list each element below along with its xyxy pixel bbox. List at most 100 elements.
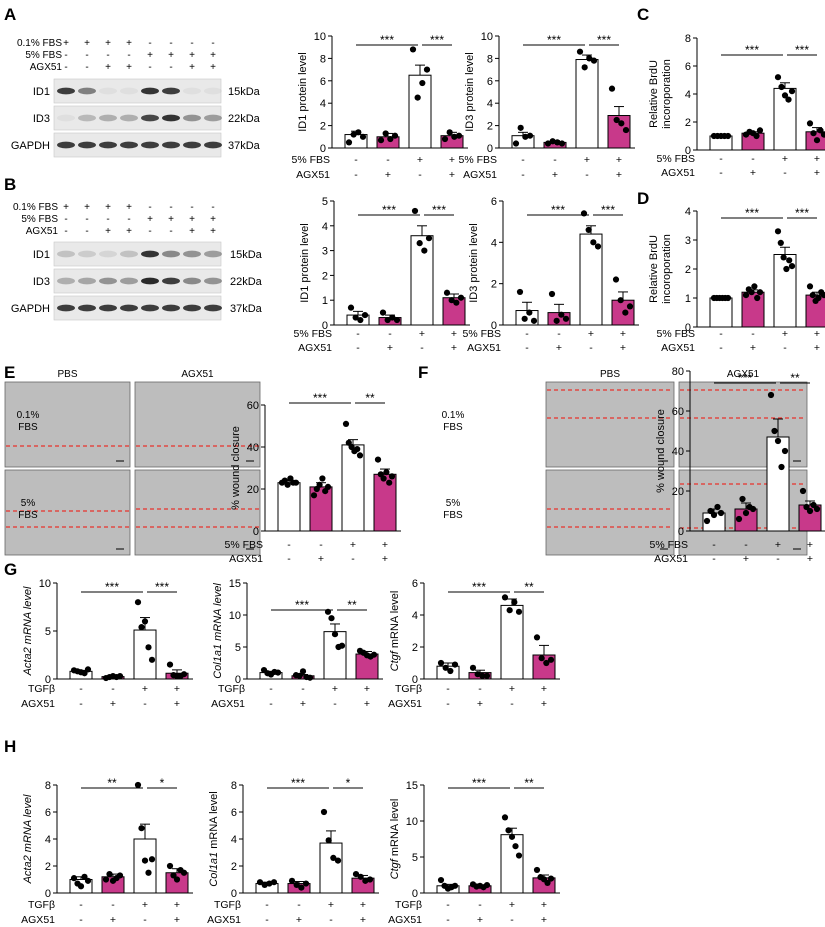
y-tick-label: 6 — [45, 807, 51, 819]
bar — [709, 297, 733, 328]
data-point — [338, 642, 346, 649]
data-point — [778, 83, 785, 91]
bar — [319, 842, 343, 894]
blot-condition-sign: - — [64, 50, 67, 61]
y-tick-label: 10 — [229, 610, 241, 622]
condition-sign: + — [382, 539, 388, 551]
panel-letter-e: E — [4, 363, 15, 382]
blot-band — [57, 304, 75, 312]
blot-band — [141, 304, 159, 312]
data-point — [362, 877, 369, 884]
y-tick-label: 6 — [487, 76, 493, 88]
y-tick-label: 5 — [412, 852, 418, 864]
blot-condition-sign: - — [106, 50, 109, 61]
y-tick-label: 20 — [672, 486, 684, 498]
blot-condition-sign: + — [126, 226, 132, 237]
condition-label: 5% FBS — [458, 154, 497, 166]
y-tick-label: 4 — [685, 89, 691, 101]
blot-band — [120, 250, 138, 258]
micrograph-row-label: FBS — [443, 422, 463, 433]
data-point — [416, 240, 423, 247]
data-point — [558, 311, 565, 318]
blot-condition-sign: + — [210, 50, 216, 61]
blot-kda-label: 15kDa — [230, 249, 263, 261]
condition-sign: - — [553, 154, 557, 166]
blot-condition-sign: - — [190, 202, 193, 213]
data-point — [148, 856, 156, 863]
condition-sign: - — [269, 683, 273, 695]
blot-membrane — [53, 241, 222, 267]
condition-sign: + — [556, 342, 562, 354]
blot-condition-sign: + — [168, 50, 174, 61]
condition-sign: + — [477, 698, 483, 710]
condition-sign: + — [110, 914, 116, 926]
data-point — [544, 140, 552, 147]
blot-protein-label: ID1 — [33, 249, 50, 261]
data-point — [590, 239, 597, 246]
condition-sign: + — [541, 899, 547, 911]
condition-label: AGX51 — [211, 698, 245, 710]
data-point — [469, 664, 477, 671]
significance-label: *** — [291, 776, 305, 790]
data-point — [442, 664, 449, 671]
condition-sign: - — [354, 169, 358, 181]
data-point — [562, 315, 570, 322]
data-point — [781, 92, 789, 99]
y-tick-label: 0 — [45, 674, 51, 686]
condition-label: AGX51 — [207, 914, 241, 926]
blot-band — [78, 114, 96, 122]
y-tick-label: 6 — [412, 578, 418, 590]
blot-condition-sign: + — [105, 202, 111, 213]
blot-condition-sign: + — [105, 62, 111, 73]
y-tick-label: 60 — [672, 406, 684, 418]
condition-sign: - — [585, 169, 589, 181]
condition-sign: + — [417, 154, 423, 166]
bar — [133, 838, 157, 894]
condition-sign: + — [142, 683, 148, 695]
panel-letter-g: G — [4, 560, 17, 579]
data-point — [166, 661, 174, 668]
condition-sign: - — [589, 342, 593, 354]
data-point — [84, 666, 92, 673]
condition-sign: - — [319, 539, 323, 551]
blot-protein-label: GAPDH — [11, 140, 50, 152]
data-point — [145, 644, 152, 651]
condition-label: AGX51 — [298, 342, 332, 354]
data-point — [753, 132, 760, 140]
bar — [408, 74, 432, 149]
condition-sign: + — [807, 553, 813, 565]
blot-condition-sign: - — [106, 214, 109, 225]
condition-sign: - — [111, 683, 115, 695]
condition-sign: - — [744, 539, 748, 551]
data-point — [180, 869, 188, 876]
data-point — [788, 88, 796, 95]
blot-condition-sign: - — [169, 202, 172, 213]
y-axis-label-part: Ctgf — [389, 858, 401, 879]
blot-band — [204, 141, 222, 149]
blot-condition-sign: + — [189, 214, 195, 225]
significance-label: *** — [295, 598, 309, 612]
condition-label: AGX51 — [21, 698, 55, 710]
data-point — [141, 857, 149, 864]
condition-label: AGX51 — [229, 553, 263, 565]
blot-band — [99, 304, 117, 312]
condition-sign: - — [143, 914, 147, 926]
condition-sign: - — [719, 328, 723, 340]
blot-band — [204, 277, 222, 285]
data-point — [319, 475, 326, 482]
blot-band — [141, 87, 159, 95]
data-point — [717, 509, 725, 517]
data-point — [261, 881, 268, 889]
condition-sign: - — [354, 154, 358, 166]
condition-label: AGX51 — [467, 342, 501, 354]
data-point — [359, 133, 367, 140]
micrograph-column-label: AGX51 — [181, 369, 214, 380]
blot-band — [78, 304, 96, 312]
data-point — [501, 814, 509, 821]
data-point — [710, 511, 718, 519]
significance-label: *** — [382, 203, 396, 217]
data-point — [586, 55, 593, 62]
data-point — [409, 46, 417, 53]
data-point — [774, 437, 782, 445]
y-axis-label-part: Col1a1 — [208, 852, 220, 887]
